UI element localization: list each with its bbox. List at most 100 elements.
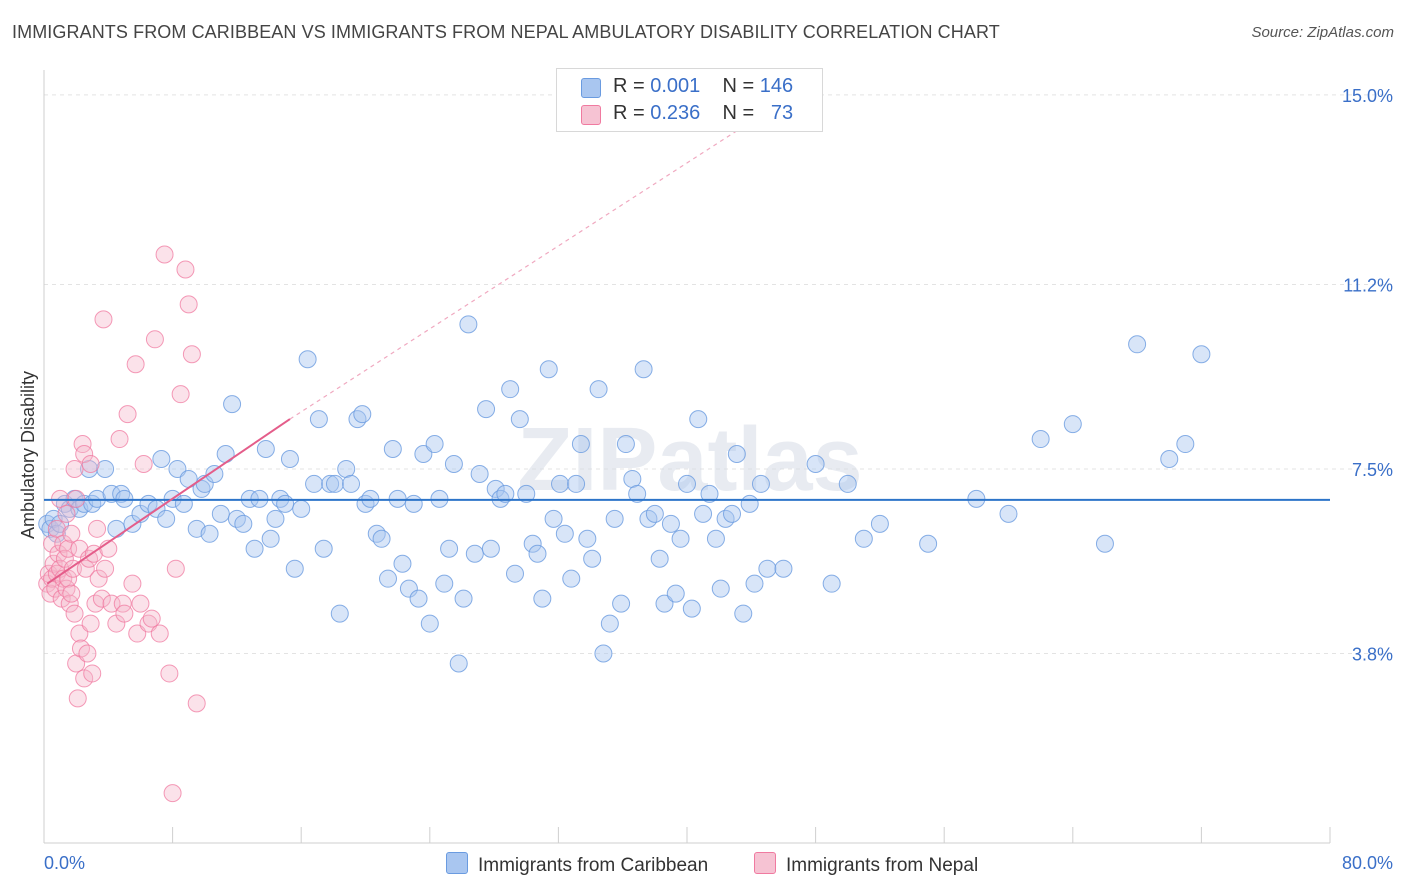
- caribbean-point: [555, 524, 574, 543]
- caribbean-point: [337, 459, 356, 478]
- caribbean-point: [1160, 449, 1179, 468]
- caribbean-point: [261, 529, 280, 548]
- nepal-point: [81, 454, 100, 473]
- caribbean-point: [612, 594, 631, 613]
- caribbean-point: [594, 644, 613, 663]
- y-tick-label: 11.2%: [1343, 275, 1393, 295]
- nepal-point: [110, 430, 129, 449]
- caribbean-legend-label: Immigrants from Caribbean: [478, 855, 709, 876]
- caribbean-point: [589, 380, 608, 399]
- caribbean-point: [999, 504, 1018, 523]
- nepal-point: [123, 574, 142, 593]
- nepal-point: [62, 584, 81, 603]
- bottom-legend-nepal: Immigrants from Nepal: [754, 852, 978, 877]
- caribbean-point: [723, 504, 742, 523]
- caribbean-point: [510, 410, 529, 429]
- caribbean-point: [266, 509, 285, 528]
- nepal-point: [128, 624, 147, 643]
- caribbean-point: [1192, 345, 1211, 364]
- caribbean-point: [694, 504, 713, 523]
- nepal-point: [57, 504, 76, 523]
- x-tick-labels: 0.0% 80.0%: [44, 853, 1393, 873]
- caribbean-point: [234, 514, 253, 533]
- caribbean-point: [314, 539, 333, 558]
- watermark: ZIPatlas: [517, 410, 862, 510]
- caribbean-point: [477, 400, 496, 419]
- caribbean-point: [562, 569, 581, 588]
- nepal-point: [81, 614, 100, 633]
- nepal-point: [155, 245, 174, 264]
- nepal-point: [118, 405, 137, 424]
- caribbean-point: [740, 494, 759, 513]
- caribbean-point: [285, 559, 304, 578]
- nepal-point: [176, 260, 195, 279]
- caribbean-point: [435, 574, 454, 593]
- caribbean-point: [745, 574, 764, 593]
- nepal-point: [187, 694, 206, 713]
- legend-r-label: R =: [613, 102, 645, 124]
- y-tick-label: 7.5%: [1352, 460, 1393, 480]
- caribbean-point: [870, 514, 889, 533]
- nepal-point: [78, 644, 97, 663]
- caribbean-point: [822, 574, 841, 593]
- caribbean-point: [444, 454, 463, 473]
- nepal-point: [145, 330, 164, 349]
- nepal-point: [171, 385, 190, 404]
- nepal-point: [47, 519, 66, 538]
- nepal-point: [94, 310, 113, 329]
- nepal-trend-extension: [289, 79, 816, 420]
- caribbean-point: [96, 459, 115, 478]
- y-tick-label: 15.0%: [1342, 86, 1393, 106]
- caribbean-point: [348, 410, 367, 429]
- caribbean-point: [551, 474, 570, 493]
- nepal-point: [83, 664, 102, 683]
- caribbean-point: [671, 529, 690, 548]
- caribbean-point: [666, 584, 685, 603]
- nepal-point: [92, 589, 111, 608]
- caribbean-point: [367, 524, 386, 543]
- nepal-point: [89, 569, 108, 588]
- chart-title: IMMIGRANTS FROM CARIBBEAN VS IMMIGRANTS …: [12, 22, 1000, 42]
- caribbean-point: [372, 529, 391, 548]
- nepal-point: [150, 624, 169, 643]
- nepal-point: [70, 624, 89, 643]
- nepal-point: [139, 614, 158, 633]
- caribbean-points: [38, 315, 1211, 673]
- caribbean-point: [567, 474, 586, 493]
- caribbean-point: [650, 549, 669, 568]
- caribbean-point: [383, 440, 402, 459]
- legend: R = 0.001 N = 146 R = 0.236 N = 73: [556, 68, 823, 132]
- caribbean-point: [399, 579, 418, 598]
- source-label: Source: ZipAtlas.com: [1251, 24, 1394, 41]
- caribbean-point: [276, 494, 295, 513]
- nepal-point: [65, 604, 84, 623]
- caribbean-point: [486, 479, 505, 498]
- legend-nepal-text: R = 0.236 N = 73: [613, 102, 793, 125]
- caribbean-point: [309, 410, 328, 429]
- y-axis-label: Ambulatory Disability: [18, 371, 38, 539]
- caribbean-point: [539, 360, 558, 379]
- legend-r-value: 0.001: [650, 75, 701, 97]
- y-tick-label: 3.8%: [1352, 644, 1393, 664]
- caribbean-point: [280, 449, 299, 468]
- caribbean-point: [774, 559, 793, 578]
- caribbean-point: [305, 474, 324, 493]
- caribbean-swatch: [581, 78, 601, 98]
- caribbean-point: [425, 435, 444, 454]
- caribbean-point: [107, 519, 126, 538]
- legend-caribbean-text: R = 0.001 N = 146: [613, 75, 793, 98]
- caribbean-point: [1176, 435, 1195, 454]
- caribbean-point: [449, 654, 468, 673]
- caribbean-point: [682, 599, 701, 618]
- caribbean-point: [838, 474, 857, 493]
- nepal-point: [115, 604, 134, 623]
- caribbean-point: [1128, 335, 1147, 354]
- caribbean-point: [571, 435, 590, 454]
- caribbean-point: [689, 410, 708, 429]
- caribbean-point: [174, 494, 193, 513]
- caribbean-point: [223, 395, 242, 414]
- nepal-point: [88, 519, 107, 538]
- nepal-point: [76, 559, 95, 578]
- nepal-point: [142, 609, 161, 628]
- nepal-point: [134, 454, 153, 473]
